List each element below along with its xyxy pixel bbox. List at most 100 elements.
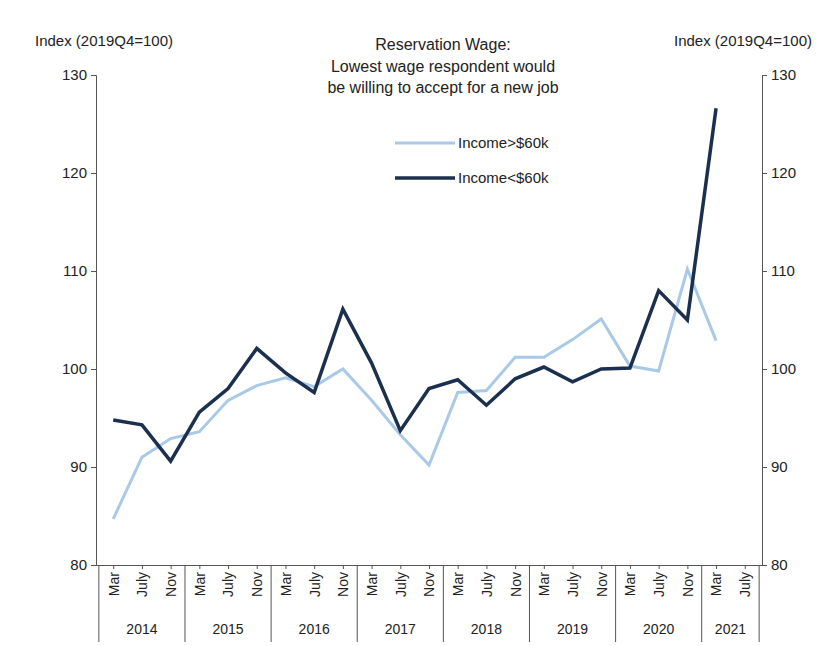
tick-label: 130	[771, 66, 796, 83]
tick-label: 90	[70, 458, 87, 475]
tick-mark	[762, 565, 767, 566]
tick-label: July	[737, 572, 753, 597]
tick: Mar	[278, 565, 294, 596]
tick-label: July	[651, 572, 667, 597]
tick-mark	[372, 565, 373, 569]
tick-mark	[630, 565, 631, 569]
tick: 110	[762, 262, 795, 279]
tick: 120	[62, 164, 96, 181]
tick-label: 100	[62, 360, 87, 377]
tick-label: Nov	[249, 572, 265, 597]
tick: Nov	[249, 565, 265, 597]
tick-label: 110	[771, 262, 795, 279]
tick: Nov	[680, 565, 696, 597]
tick: Nov	[508, 565, 524, 597]
tick-mark	[91, 271, 96, 272]
group-separator	[701, 565, 702, 642]
tick-mark	[716, 565, 717, 569]
tick-mark	[314, 565, 315, 569]
series-line	[113, 269, 716, 519]
year-label: 2015	[212, 621, 243, 637]
tick-label: Mar	[450, 572, 466, 596]
y-axis-label: Index (2019Q4=100)	[35, 32, 173, 49]
tick-label: Nov	[594, 572, 610, 597]
tick-mark	[429, 565, 430, 569]
x-axis: Mar July Nov Mar July Nov Mar July Nov Mar July Nov…	[97, 565, 763, 597]
group-separator	[529, 565, 530, 642]
year-groups: 20142015201620172018201920202021	[99, 565, 759, 642]
year-label: 2017	[385, 621, 416, 637]
tick-mark	[142, 565, 143, 569]
year-label: 2018	[471, 621, 502, 637]
tick: Nov	[335, 565, 351, 597]
tick-label: Nov	[421, 572, 437, 597]
lines	[113, 108, 716, 519]
tick-mark	[91, 565, 96, 566]
tick: Mar	[106, 565, 122, 596]
legend: Income>$60kIncome<$60k	[395, 134, 549, 186]
group-separator	[98, 565, 99, 642]
tick-label: July	[134, 572, 150, 597]
tick-label: 80	[70, 556, 87, 573]
tick: July	[651, 565, 667, 597]
tick-mark	[745, 565, 746, 569]
tick-mark	[486, 565, 487, 569]
tick: Mar	[450, 565, 466, 596]
group-separator	[615, 565, 616, 642]
tick-mark	[762, 271, 767, 272]
tick-label: 100	[771, 360, 796, 377]
tick: Nov	[594, 565, 610, 597]
year-label: 2021	[715, 621, 746, 637]
tick-label: Nov	[680, 572, 696, 597]
tick: July	[737, 565, 753, 597]
subtitle: be willing to accept for a new job	[327, 79, 558, 96]
group-separator	[271, 565, 272, 642]
tick-mark	[544, 565, 545, 569]
tick-mark	[400, 565, 401, 569]
tick: 80	[70, 556, 96, 573]
legend-label: Income>$60k	[458, 134, 549, 151]
tick-mark	[257, 565, 258, 569]
tick-label: 120	[62, 164, 87, 181]
tick: Mar	[708, 565, 724, 596]
tick-mark	[91, 173, 96, 174]
tick: 130	[762, 66, 796, 83]
tick: 100	[762, 360, 796, 377]
group-separator	[759, 565, 760, 642]
tick: July	[307, 565, 323, 597]
tick: 120	[762, 164, 796, 181]
year-label: 2020	[643, 621, 674, 637]
series-line	[113, 108, 716, 461]
tick-label: Mar	[708, 572, 724, 596]
tick: 90	[70, 458, 96, 475]
tick-mark	[91, 75, 96, 76]
tick-label: July	[565, 572, 581, 597]
tick-label: July	[479, 572, 495, 597]
tick-label: July	[220, 572, 236, 597]
tick-mark	[199, 565, 200, 569]
year-label: 2016	[299, 621, 330, 637]
tick-label: Mar	[106, 572, 122, 596]
tick-mark	[762, 75, 767, 76]
tick-mark	[171, 565, 172, 569]
tick-label: 80	[771, 556, 788, 573]
tick-label: July	[307, 572, 323, 597]
tick: Mar	[192, 565, 208, 596]
tick-mark	[285, 565, 286, 569]
tick-mark	[228, 565, 229, 569]
tick-label: Nov	[163, 572, 179, 597]
tick: 100	[62, 360, 96, 377]
tick-mark	[687, 565, 688, 569]
tick: Nov	[421, 565, 437, 597]
tick: July	[220, 565, 236, 597]
axis-line	[763, 76, 768, 566]
tick-label: Mar	[364, 572, 380, 596]
tick-label: Mar	[536, 572, 552, 596]
tick-label: 110	[63, 262, 87, 279]
chart: Reservation Wage:Lowest wage respondent …	[0, 0, 834, 646]
tick: 90	[762, 458, 788, 475]
tick: 130	[62, 66, 96, 83]
title-group: Reservation Wage:Lowest wage respondent …	[327, 36, 558, 96]
y-axis: 80 90 100 110 120 130	[62, 66, 97, 573]
tick-label: July	[393, 572, 409, 597]
